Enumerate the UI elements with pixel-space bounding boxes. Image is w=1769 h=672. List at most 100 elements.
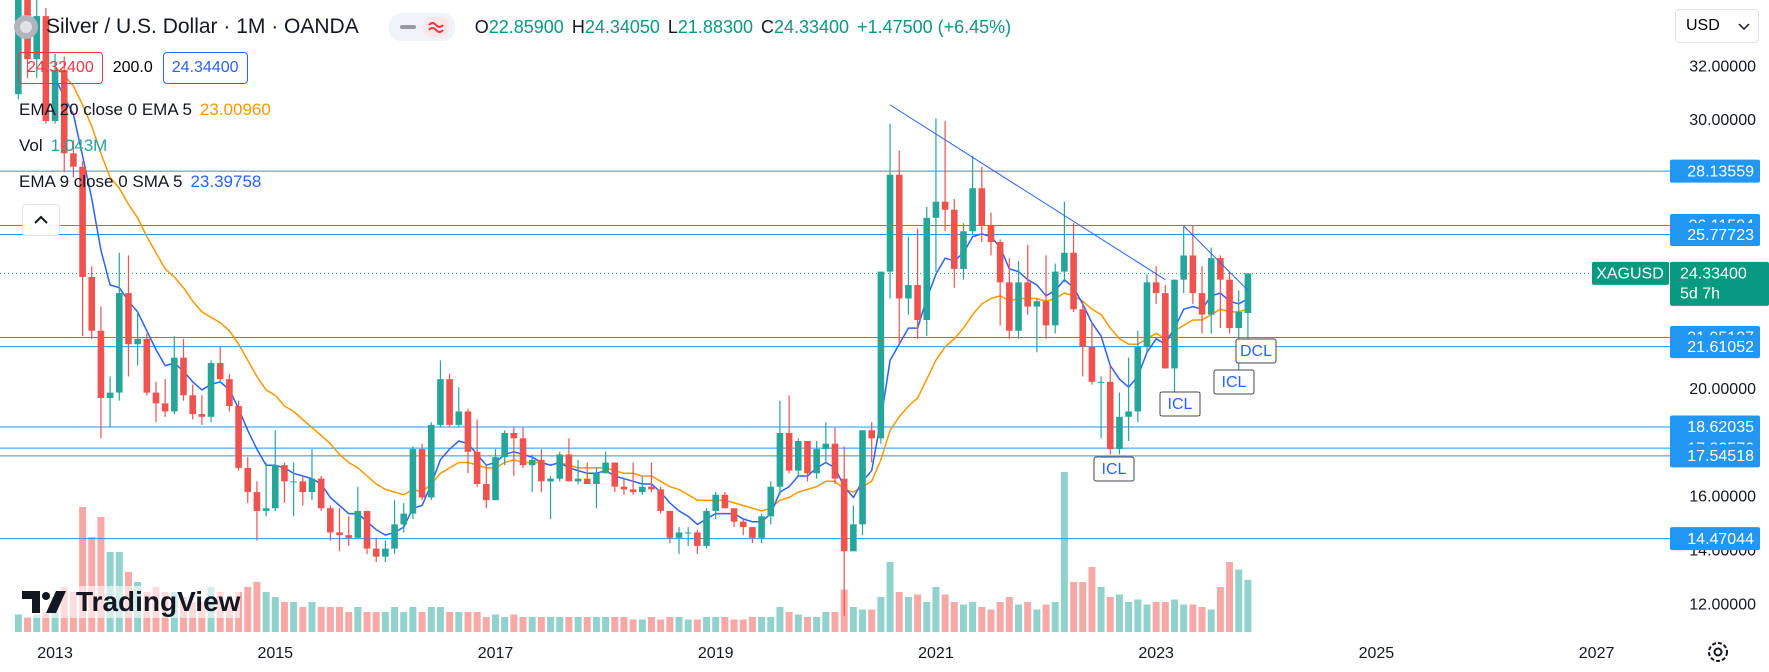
x-tick-label: 2021	[918, 645, 954, 662]
candle-body	[1006, 282, 1013, 331]
volume-bar	[996, 602, 1004, 632]
candle-body	[281, 465, 288, 482]
volume-bar	[592, 617, 600, 632]
legend-name: EMA 9 close 0 SMA 5	[19, 172, 183, 191]
symbol-tag-box	[1592, 261, 1669, 285]
level-label-box	[1670, 527, 1760, 551]
candle-body	[602, 462, 609, 474]
candle-body	[299, 481, 307, 493]
ohlc-value: 24.34050	[584, 16, 660, 37]
symbol-title[interactable]: Silver / U.S. Dollar · 1M · OANDA	[46, 15, 359, 38]
settings-button[interactable]	[1703, 637, 1733, 667]
candle-body	[400, 513, 408, 525]
candle-body	[785, 432, 793, 471]
candle-body	[354, 510, 362, 538]
candle-body	[1235, 311, 1243, 329]
volume-bar	[280, 602, 288, 632]
legend-ema20[interactable]: EMA 20 close 0 EMA 5 23.00960	[19, 100, 271, 120]
candle-body	[290, 481, 297, 483]
candle-body	[1042, 301, 1050, 326]
candle-body	[244, 467, 252, 493]
volume-bar	[372, 612, 380, 632]
volume-bar	[877, 597, 885, 632]
candle-body	[758, 516, 765, 538]
y-tick-label: 30.00000	[1689, 112, 1756, 129]
candle-body	[1244, 273, 1252, 314]
sell-price[interactable]: 24.32400	[18, 52, 103, 84]
volume-bar	[1088, 567, 1096, 632]
volume-bar	[1198, 607, 1206, 632]
compare-button[interactable]	[422, 17, 449, 37]
symbol-icon	[14, 15, 38, 39]
dropdown-arrow	[1738, 23, 1750, 31]
candle-body	[446, 379, 453, 425]
ohlc-value: 22.85900	[488, 16, 564, 37]
volume-bar	[1226, 562, 1234, 632]
ohlc-values: O22.85900 H24.34050 L21.88300 C24.33400 +1.4…	[475, 17, 1011, 38]
legend-value: 23.39758	[190, 172, 262, 191]
candle-body	[382, 548, 389, 557]
volume-bar	[629, 619, 637, 632]
volume-bar	[336, 607, 343, 632]
level-label: 25.77723	[1687, 227, 1754, 244]
candle-body	[152, 392, 160, 404]
trend-line	[1183, 225, 1249, 291]
volume-bar	[767, 617, 775, 632]
candle-body	[877, 271, 885, 439]
legend-volume[interactable]: Vol 1.043M	[19, 136, 107, 156]
ohlc-letter: H	[571, 16, 585, 37]
candle-body	[703, 510, 710, 546]
candle-body	[262, 508, 270, 511]
candle-body	[987, 225, 995, 243]
currency-select[interactable]: USD	[1675, 9, 1759, 43]
volume-bar	[308, 602, 316, 632]
candle-body	[115, 293, 123, 393]
volume-bar	[776, 607, 784, 632]
candle-body	[1189, 255, 1197, 294]
volume-bar	[244, 587, 252, 632]
volume-bar	[1244, 579, 1252, 632]
volume-bar	[620, 617, 628, 632]
volume-bar	[647, 617, 655, 632]
y-tick-label: 20.00000	[1689, 381, 1756, 398]
volume-bar	[730, 619, 738, 632]
volume-bar	[969, 602, 977, 632]
volume-bar	[436, 607, 444, 632]
candle-body	[960, 231, 967, 269]
candle-body	[418, 449, 426, 498]
candle-body	[611, 462, 619, 487]
candle-body	[189, 395, 196, 415]
legend-name: EMA 20 close 0 EMA 5	[19, 100, 192, 119]
ohlc-value: 24.33400	[773, 16, 850, 37]
legend-ema9[interactable]: EMA 9 close 0 SMA 5 23.39758	[19, 172, 261, 192]
currency: USD	[1686, 17, 1720, 34]
candle-body	[1143, 282, 1151, 347]
candle-body	[528, 459, 536, 466]
candle-body	[850, 524, 857, 552]
volume-bar	[886, 562, 894, 632]
volume-bar	[42, 612, 50, 632]
collapse-legend[interactable]	[22, 204, 60, 236]
volume-bar	[400, 612, 408, 632]
candle-body	[593, 473, 600, 485]
quantity[interactable]: 200.0	[112, 59, 153, 76]
level-label: 28.13559	[1687, 163, 1754, 180]
candle-body	[657, 489, 664, 511]
ohlc-letter: O	[474, 16, 489, 37]
volume-bar	[565, 617, 573, 632]
level-label: 21.61052	[1687, 339, 1754, 356]
candle-body	[840, 478, 848, 552]
volume-bar	[482, 617, 490, 632]
candle-body	[923, 217, 931, 320]
candle-body	[712, 494, 720, 511]
buy-price[interactable]: 24.34400	[162, 52, 248, 84]
candle-body	[97, 330, 105, 398]
volume-bar	[739, 619, 747, 632]
hide-button[interactable]	[395, 17, 421, 37]
volume-bar	[418, 612, 426, 632]
volume-bar	[657, 619, 665, 632]
volume-bar	[547, 617, 555, 632]
candle-body	[822, 443, 830, 450]
volume-bar	[556, 617, 564, 632]
